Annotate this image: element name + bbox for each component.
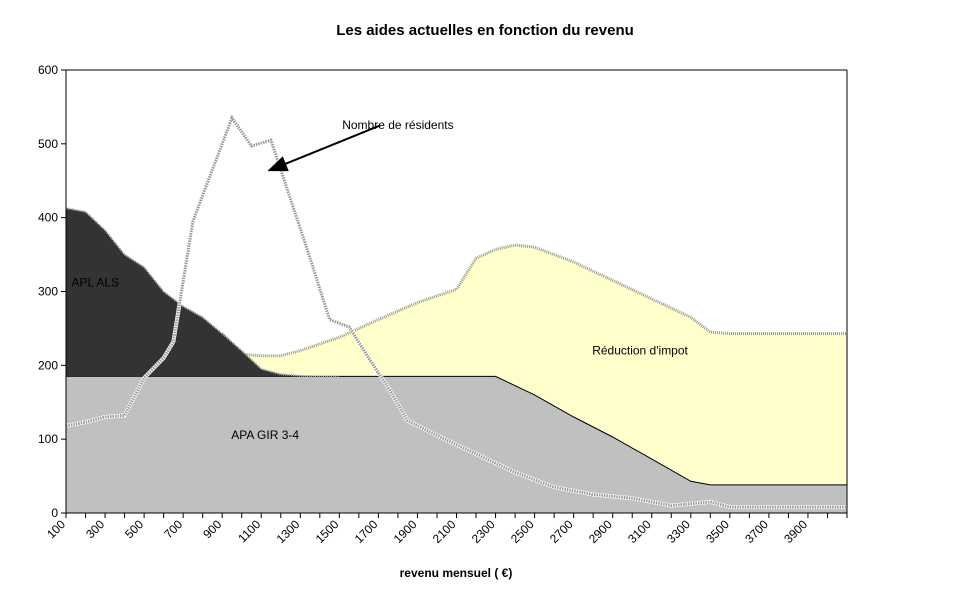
annotation-label: Réduction d'impot: [592, 343, 688, 357]
x-axis-label: revenu mensuel ( €): [400, 566, 513, 580]
annotation-label: APA GIR 3-4: [231, 428, 299, 442]
area-reduction-impot-outline: [221, 243, 847, 358]
area-reduction-impot: [222, 245, 847, 485]
x-tick-label: 3700: [742, 517, 771, 546]
x-tick-label: 1500: [313, 517, 342, 546]
y-tick-label: 500: [38, 137, 58, 151]
y-tick-label: 400: [38, 211, 58, 225]
y-tick-label: 100: [38, 432, 58, 446]
x-tick-label: 500: [122, 517, 146, 541]
y-tick-label: 200: [38, 358, 58, 372]
chart-title: Les aides actuelles en fonction du reven…: [336, 22, 634, 39]
y-tick-label: 0: [51, 506, 58, 520]
x-tick-label: 3500: [703, 517, 732, 546]
x-tick-label: 900: [200, 517, 224, 541]
x-tick-label: 1300: [274, 517, 303, 546]
x-tick-label: 700: [161, 517, 185, 541]
x-tick-label: 3300: [664, 517, 693, 546]
x-tick-label: 300: [83, 517, 107, 541]
x-tick-label: 2300: [469, 517, 498, 546]
x-tick-label: 100: [44, 517, 68, 541]
x-tick-label: 3100: [625, 517, 654, 546]
area-apa-gir-outline: [66, 375, 847, 486]
annotation-label: Nombre de résidents: [342, 118, 453, 132]
x-tick-label: 1700: [352, 517, 381, 546]
x-tick-label: 1100: [235, 517, 263, 545]
area-apl-als: [66, 208, 340, 377]
x-tick-label: 2100: [430, 517, 459, 546]
x-tick-label: 2900: [586, 517, 615, 546]
y-tick-label: 600: [38, 63, 58, 77]
line-residents: [65, 114, 847, 509]
annotation-arrow: [267, 124, 381, 172]
x-tick-label: 2500: [508, 517, 537, 546]
x-tick-label: 1900: [391, 517, 420, 546]
x-tick-label: 3900: [781, 517, 810, 546]
x-tick-label: 2700: [547, 517, 576, 546]
area-apl-als-outline: [65, 207, 340, 378]
annotation-label: APL ALS: [71, 275, 119, 289]
y-tick-label: 300: [38, 285, 58, 299]
